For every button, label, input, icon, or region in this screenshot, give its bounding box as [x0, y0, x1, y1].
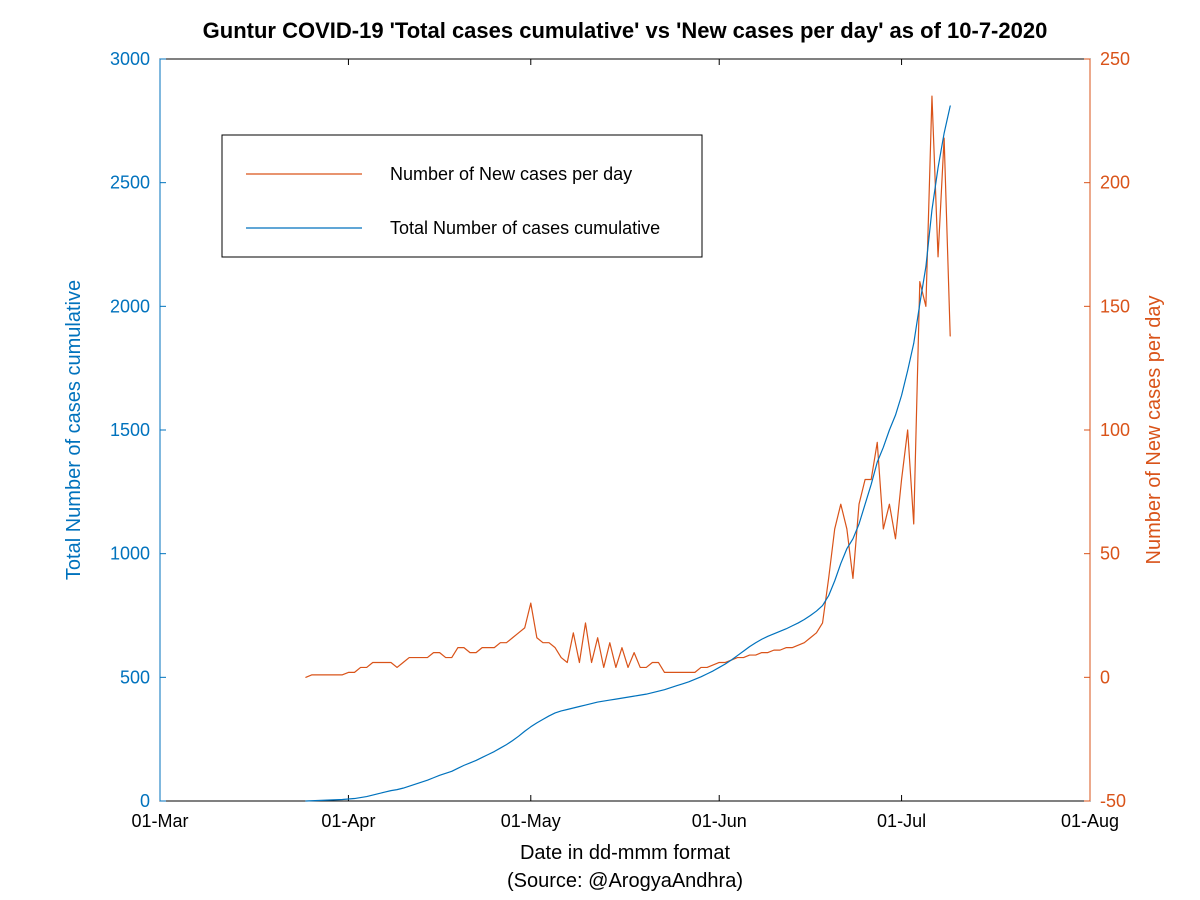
x-tick-label: 01-Mar	[131, 811, 188, 831]
chart-svg: Guntur COVID-19 'Total cases cumulative'…	[0, 0, 1200, 900]
y1-tick-label: 0	[140, 791, 150, 811]
y2-axis-label: Number of New cases per day	[1143, 295, 1165, 564]
legend-label: Number of New cases per day	[390, 164, 632, 184]
y1-tick-label: 3000	[110, 49, 150, 69]
y1-tick-label: 2000	[110, 296, 150, 316]
chart-title: Guntur COVID-19 'Total cases cumulative'…	[203, 18, 1048, 43]
legend-box	[222, 135, 702, 257]
y2-tick-label: -50	[1100, 791, 1126, 811]
y1-tick-label: 500	[120, 667, 150, 687]
y1-axis-label: Total Number of cases cumulative	[63, 280, 85, 580]
x-tick-label: 01-Apr	[321, 811, 375, 831]
y2-tick-label: 100	[1100, 420, 1130, 440]
y1-tick-label: 1000	[110, 544, 150, 564]
legend-label: Total Number of cases cumulative	[390, 218, 660, 238]
x-tick-label: 01-Jul	[877, 811, 926, 831]
y2-tick-label: 250	[1100, 49, 1130, 69]
y2-tick-label: 150	[1100, 296, 1130, 316]
x-tick-label: 01-Aug	[1061, 811, 1119, 831]
y1-tick-label: 2500	[110, 173, 150, 193]
chart-wrapper: Guntur COVID-19 'Total cases cumulative'…	[0, 0, 1200, 900]
x-tick-label: 01-May	[501, 811, 561, 831]
y2-tick-label: 200	[1100, 173, 1130, 193]
y2-tick-label: 50	[1100, 544, 1120, 564]
x-axis-label-1: Date in dd-mmm format	[520, 842, 730, 864]
y2-tick-label: 0	[1100, 667, 1110, 687]
x-tick-label: 01-Jun	[692, 811, 747, 831]
y1-tick-label: 1500	[110, 420, 150, 440]
x-axis-label-2: (Source: @ArogyaAndhra)	[507, 870, 743, 892]
